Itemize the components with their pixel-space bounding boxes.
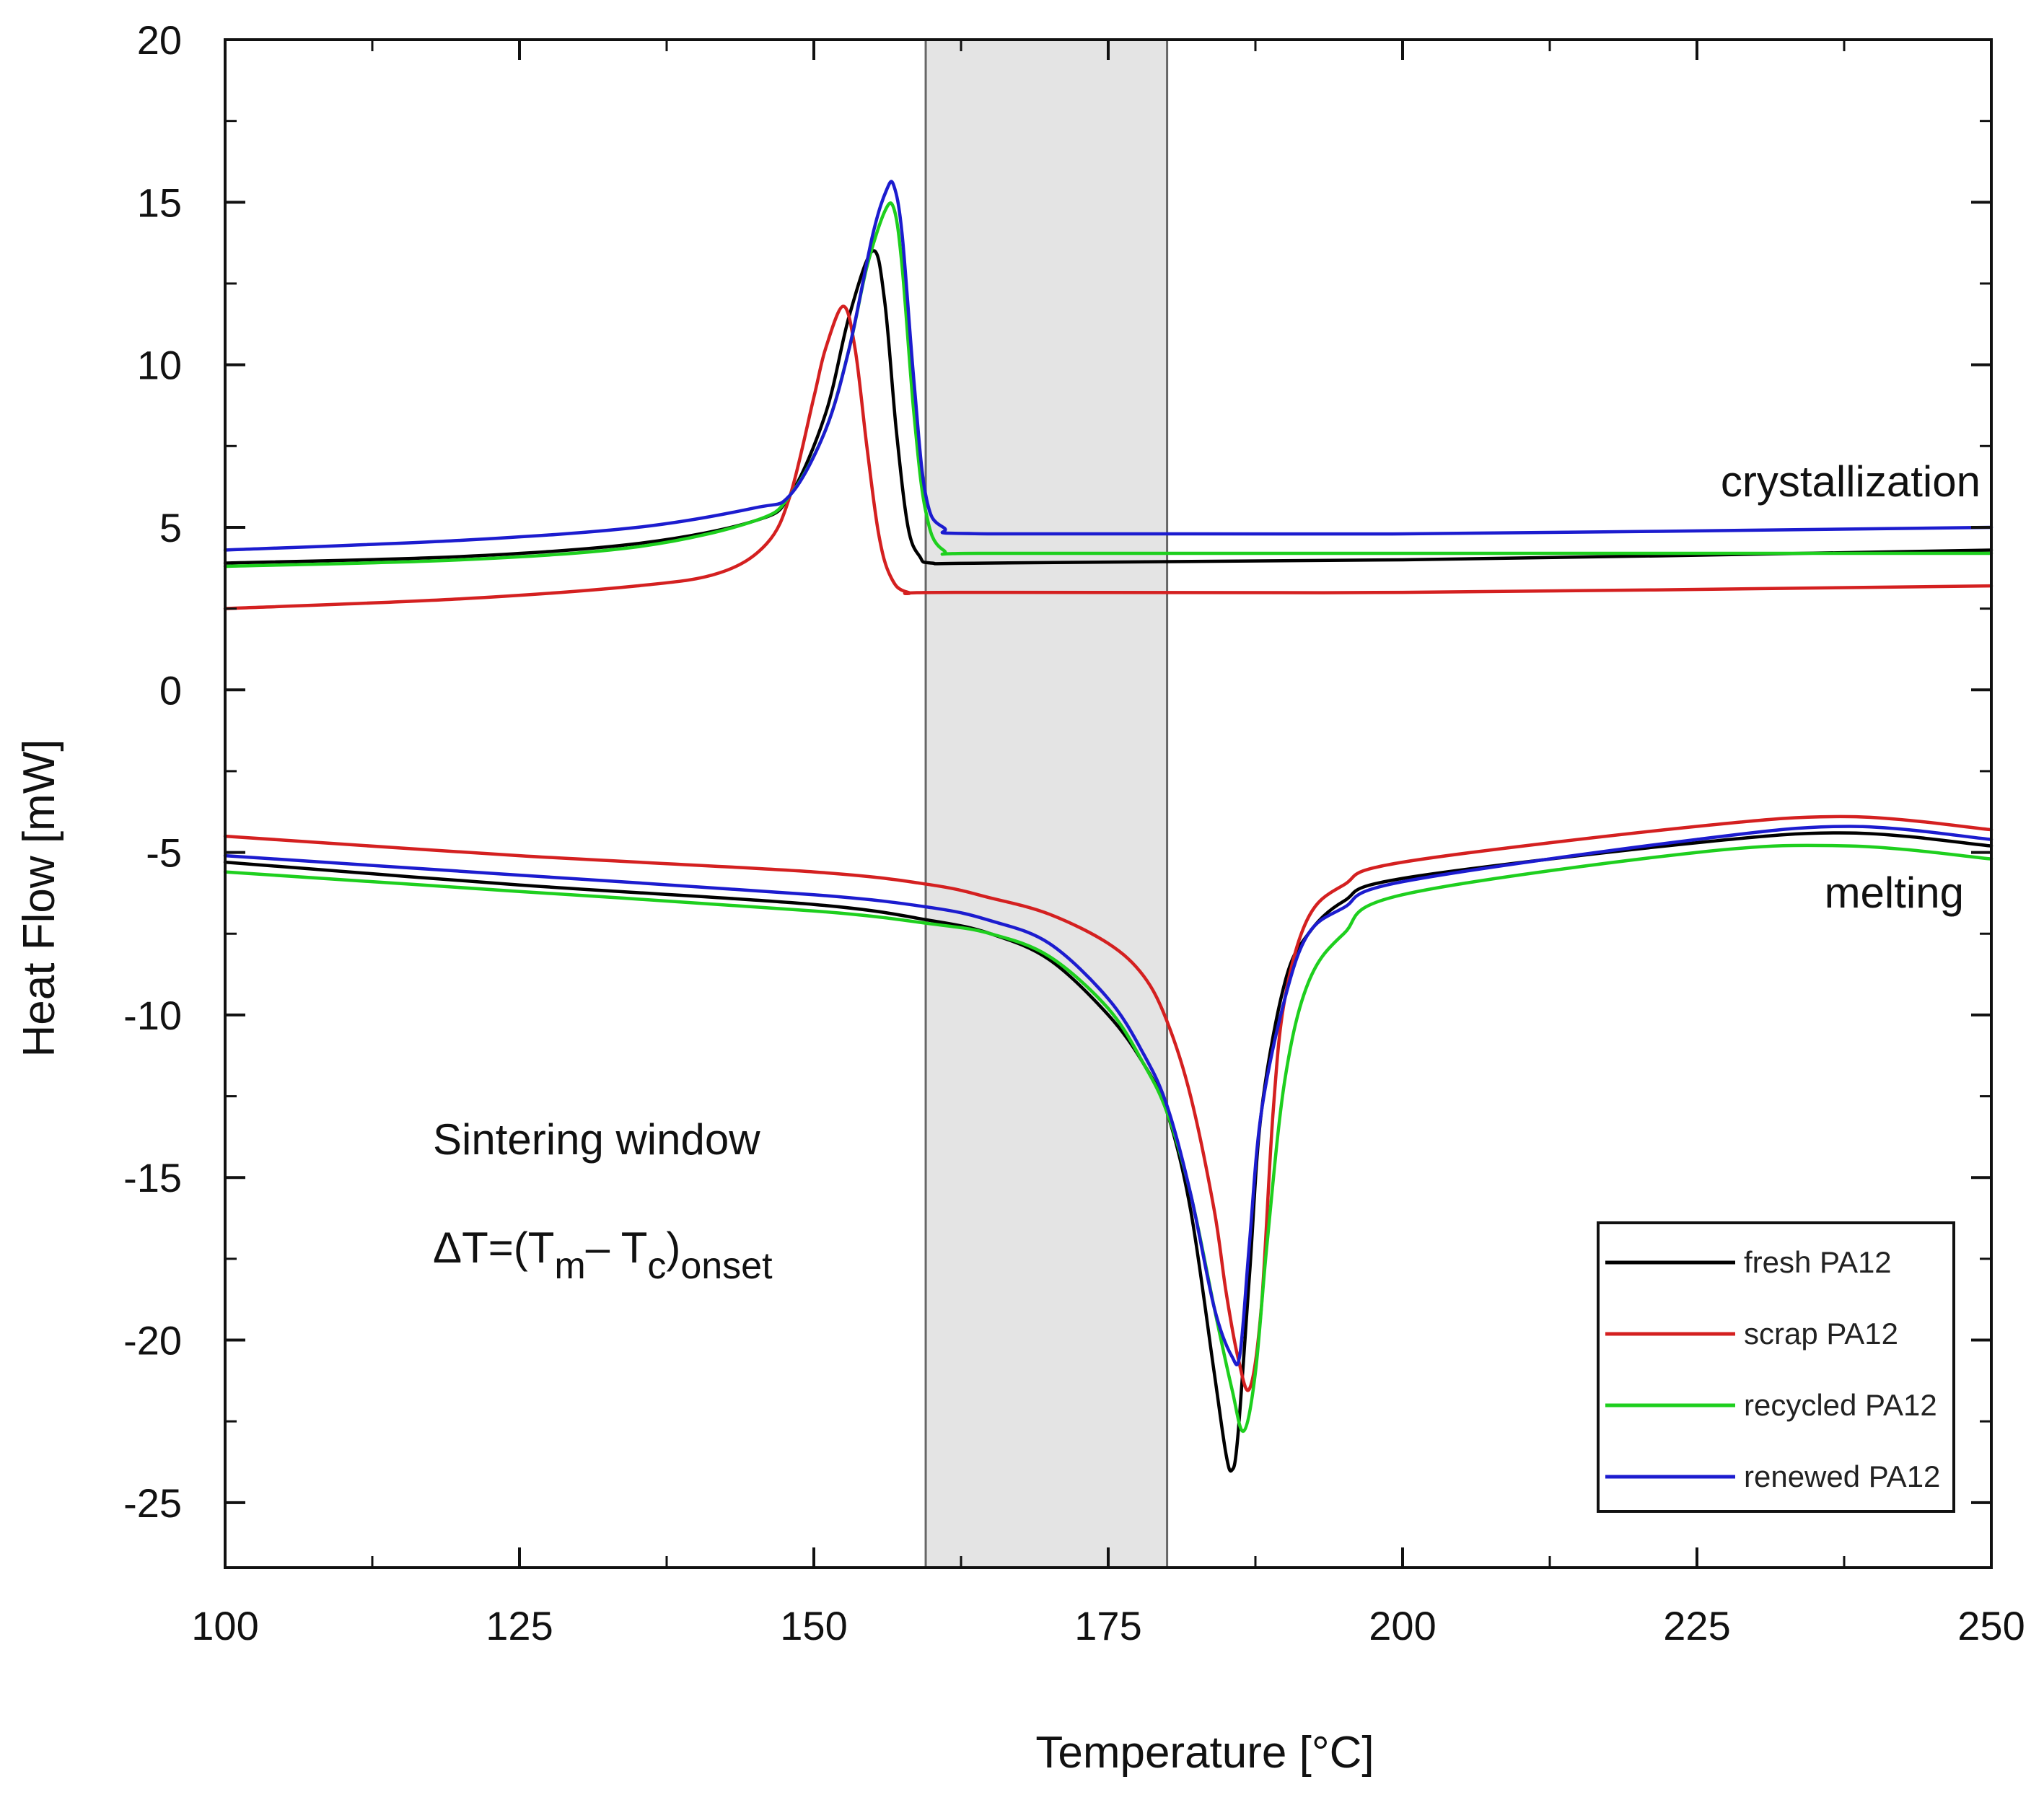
x-axis-title: Temperature [°C] [1035,1728,1374,1778]
legend-label-renewed-pa12: renewed PA12 [1744,1459,1940,1493]
fresh-pa12-melting-line [223,831,1993,1473]
y-tick-label: -5 [146,830,182,876]
y-tick-label: -20 [123,1318,182,1363]
legend: fresh PA12 scrap PA12 recycled PA12 renewed… [1597,1221,1955,1513]
scrap-pa12-melting-line [223,814,1993,1392]
y-tick-label: -15 [123,1155,182,1200]
x-tick-label: 200 [1369,1603,1436,1648]
annotation-delta-formula: ΔT=(Tm– Tc)onset [433,1224,773,1287]
series-layer [223,180,1993,1473]
delta-subscript-onset: onset [680,1245,773,1287]
recycled-pa12-crystallization-line [223,201,1993,568]
annotation-sintering-window: Sintering window [433,1115,760,1164]
y-axis-title: Heat Flow [mW] [14,739,64,1058]
y-tick-label: 10 [137,343,182,388]
annotation-melting: melting [1825,869,1964,917]
legend-label-fresh-pa12: fresh PA12 [1744,1245,1892,1279]
legend-box [1597,1221,1955,1513]
y-tick-label: -25 [123,1480,182,1526]
x-tick-label: 100 [191,1603,258,1648]
x-tick-label: 250 [1957,1603,2025,1648]
y-tick-label: 0 [159,667,182,713]
x-tick-label: 150 [780,1603,847,1648]
delta-subscript-c: c [647,1245,666,1287]
legend-label-recycled-pa12: recycled PA12 [1744,1388,1937,1422]
delta-mid: – T [586,1224,648,1272]
x-tick-label: 225 [1663,1603,1730,1648]
y-tick-label: 20 [137,17,182,63]
scrap-pa12-crystallization-line [223,304,1993,610]
recycled-pa12-melting-line [223,843,1993,1433]
annotation-crystallization: crystallization [1721,457,1981,506]
y-tick-label: 15 [137,180,182,225]
x-tick-label: 175 [1074,1603,1141,1648]
ticks-layer: 100 125 150 175 200 225 250 20 15 10 5 0 -5 -10 -15 -20… [123,17,2025,1648]
delta-subscript-m: m [554,1245,585,1287]
delta-close: ) [666,1224,680,1272]
y-tick-label: 5 [159,505,182,550]
renewed-pa12-melting-line [223,825,1993,1366]
legend-label-scrap-pa12: scrap PA12 [1744,1317,1898,1351]
sintering-window-shade [924,38,1169,1569]
delta-prefix: ΔT=(T [433,1224,554,1272]
y-tick-label: -10 [123,993,182,1038]
fresh-pa12-crystallization-line [223,249,1993,566]
x-tick-label: 125 [486,1603,553,1648]
renewed-pa12-crystallization-line [223,180,1993,552]
